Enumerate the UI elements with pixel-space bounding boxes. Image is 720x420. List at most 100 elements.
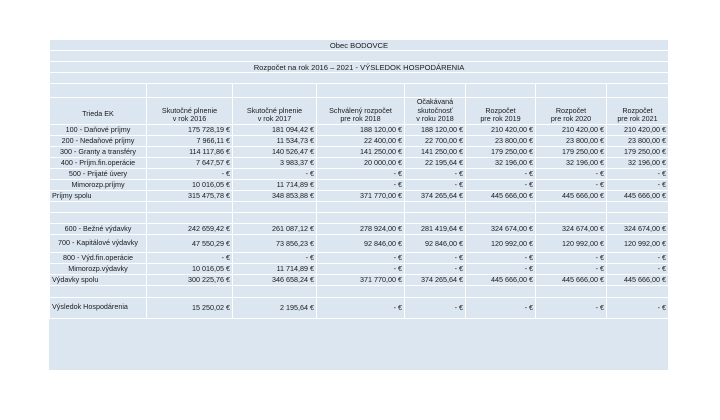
value-cell: - € [404, 296, 466, 319]
income-row: 200 - Nedaňové príjmy 7 966,11 €11 534,73… [49, 134, 669, 147]
expense-row: Mimorozp.výdavky 10 016,05 €11 714,89 € - … [49, 262, 669, 275]
value-cell: 120 992,00 € [535, 233, 607, 253]
value-cell: - € [232, 167, 317, 180]
value-cell: - € [535, 167, 607, 180]
empty-cell [535, 83, 607, 98]
value-cell: - € [316, 178, 405, 191]
value-cell: - € [404, 167, 466, 180]
value-cell: 22 400,00 € [316, 134, 405, 147]
empty-cell [232, 284, 317, 298]
empty-cell [404, 284, 466, 298]
empty-cell [465, 211, 536, 224]
value-cell: 32 196,00 € [606, 156, 669, 169]
budget-sheet: Obec BODOVCE Rozpočet na rok 2016 – 2021… [49, 39, 669, 370]
income-row: Mimorozp.príjmy 10 016,05 €11 714,89 € - €… [49, 178, 669, 191]
row-label: 700 - Kapitálové výdavky [49, 233, 147, 253]
row-label: 100 - Daňové príjmy [49, 123, 147, 136]
value-cell: 315 475,78 € [146, 189, 233, 202]
value-cell: 120 992,00 € [606, 233, 669, 253]
value-cell: - € [535, 178, 607, 191]
table-body: 100 - Daňové príjmy 175 728,19 €181 094,4… [49, 123, 669, 319]
value-cell: 261 087,12 € [232, 222, 317, 235]
page-title: Obec BODOVCE [49, 39, 669, 51]
expense-row: 800 - Výd.fin.operácie - € - € - € - € - € - €… [49, 251, 669, 264]
header-2018-approved: Schválený rozpočet pre rok 2018 [316, 97, 405, 125]
empty-cell [49, 200, 147, 213]
empty-cell [146, 83, 233, 98]
value-cell: - € [535, 251, 607, 264]
empty-cell [232, 200, 317, 213]
value-cell: 445 666,00 € [465, 189, 536, 202]
row-label: 500 - Prijaté úvery [49, 167, 147, 180]
empty-cell [316, 83, 405, 98]
value-cell: - € [146, 167, 233, 180]
value-cell: 23 800,00 € [606, 134, 669, 147]
empty-cell [49, 284, 147, 298]
value-cell: 242 659,42 € [146, 222, 233, 235]
row-label: 300 - Granty a transféry [49, 145, 147, 158]
empty-cell [146, 211, 233, 224]
value-cell: 32 196,00 € [535, 156, 607, 169]
value-cell: 7 647,57 € [146, 156, 233, 169]
value-cell: - € [316, 262, 405, 275]
value-cell: - € [606, 167, 669, 180]
header-trieda-ek: Trieda EK [49, 97, 147, 125]
value-cell: 281 419,64 € [404, 222, 466, 235]
income-row: 500 - Prijaté úvery - € - € - € - € - € - € - € [49, 167, 669, 180]
expense-total-row: Výdavky spolu 300 225,76 €346 658,24 €371… [49, 273, 669, 286]
spacer-row [49, 72, 669, 84]
header-row: Trieda EK Skutočné plnenie v rok 2016 Sk… [49, 97, 669, 125]
value-cell: 114 117,86 € [146, 145, 233, 158]
value-cell: 120 992,00 € [465, 233, 536, 253]
header-2017: Skutočné plnenie v rok 2017 [232, 97, 317, 125]
income-row: 300 - Granty a transféry 114 117,86 €140 … [49, 145, 669, 158]
value-cell: 278 924,00 € [316, 222, 405, 235]
value-cell: 324 674,00 € [465, 222, 536, 235]
value-cell: 32 196,00 € [465, 156, 536, 169]
value-cell: 7 966,11 € [146, 134, 233, 147]
header-2018-expected: Očakávaná skutočnosť v roku 2018 [404, 97, 466, 125]
value-cell: 445 666,00 € [606, 189, 669, 202]
income-row: 400 - Príjm.fin.operácie 7 647,57 €3 983,… [49, 156, 669, 169]
empty-cell [465, 83, 536, 98]
value-cell: 11 714,89 € [232, 178, 317, 191]
result-row: Výsledok Hospodárenia 15 250,02 €2 195,64… [49, 296, 669, 319]
value-cell: 10 016,05 € [146, 178, 233, 191]
spacer-row [49, 50, 669, 62]
empty-cell [49, 211, 147, 224]
value-cell: 445 666,00 € [465, 273, 536, 286]
value-cell: 445 666,00 € [535, 189, 607, 202]
value-cell: 92 846,00 € [404, 233, 466, 253]
empty-cell [606, 83, 669, 98]
value-cell: 11 714,89 € [232, 262, 317, 275]
empty-cell [404, 211, 466, 224]
value-cell: 300 225,76 € [146, 273, 233, 286]
row-label: Výdavky spolu [49, 273, 147, 286]
value-cell: 140 526,47 € [232, 145, 317, 158]
value-cell: - € [316, 251, 405, 264]
header-2021: Rozpočet pre rok 2021 [606, 97, 669, 125]
empty-cell [465, 200, 536, 213]
row-label: 200 - Nedaňové príjmy [49, 134, 147, 147]
value-cell: - € [232, 251, 317, 264]
empty-cell [316, 284, 405, 298]
value-cell: - € [404, 262, 466, 275]
row-label: 600 - Bežné výdavky [49, 222, 147, 235]
value-cell: 348 853,88 € [232, 189, 317, 202]
expense-row: 600 - Bežné výdavky 242 659,42 €261 087,1… [49, 222, 669, 235]
value-cell: 22 195,64 € [404, 156, 466, 169]
value-cell: 445 666,00 € [535, 273, 607, 286]
value-cell: 210 420,00 € [606, 123, 669, 136]
value-cell: 20 000,00 € [316, 156, 405, 169]
empty-cell [146, 200, 233, 213]
value-cell: 210 420,00 € [465, 123, 536, 136]
value-cell: 175 728,19 € [146, 123, 233, 136]
value-cell: 179 250,00 € [606, 145, 669, 158]
row-label: 400 - Príjm.fin.operácie [49, 156, 147, 169]
value-cell: 22 700,00 € [404, 134, 466, 147]
empty-cell [232, 83, 317, 98]
value-cell: - € [535, 262, 607, 275]
income-row: 100 - Daňové príjmy 175 728,19 €181 094,4… [49, 123, 669, 136]
value-cell: 3 983,37 € [232, 156, 317, 169]
empty-cell [404, 200, 466, 213]
